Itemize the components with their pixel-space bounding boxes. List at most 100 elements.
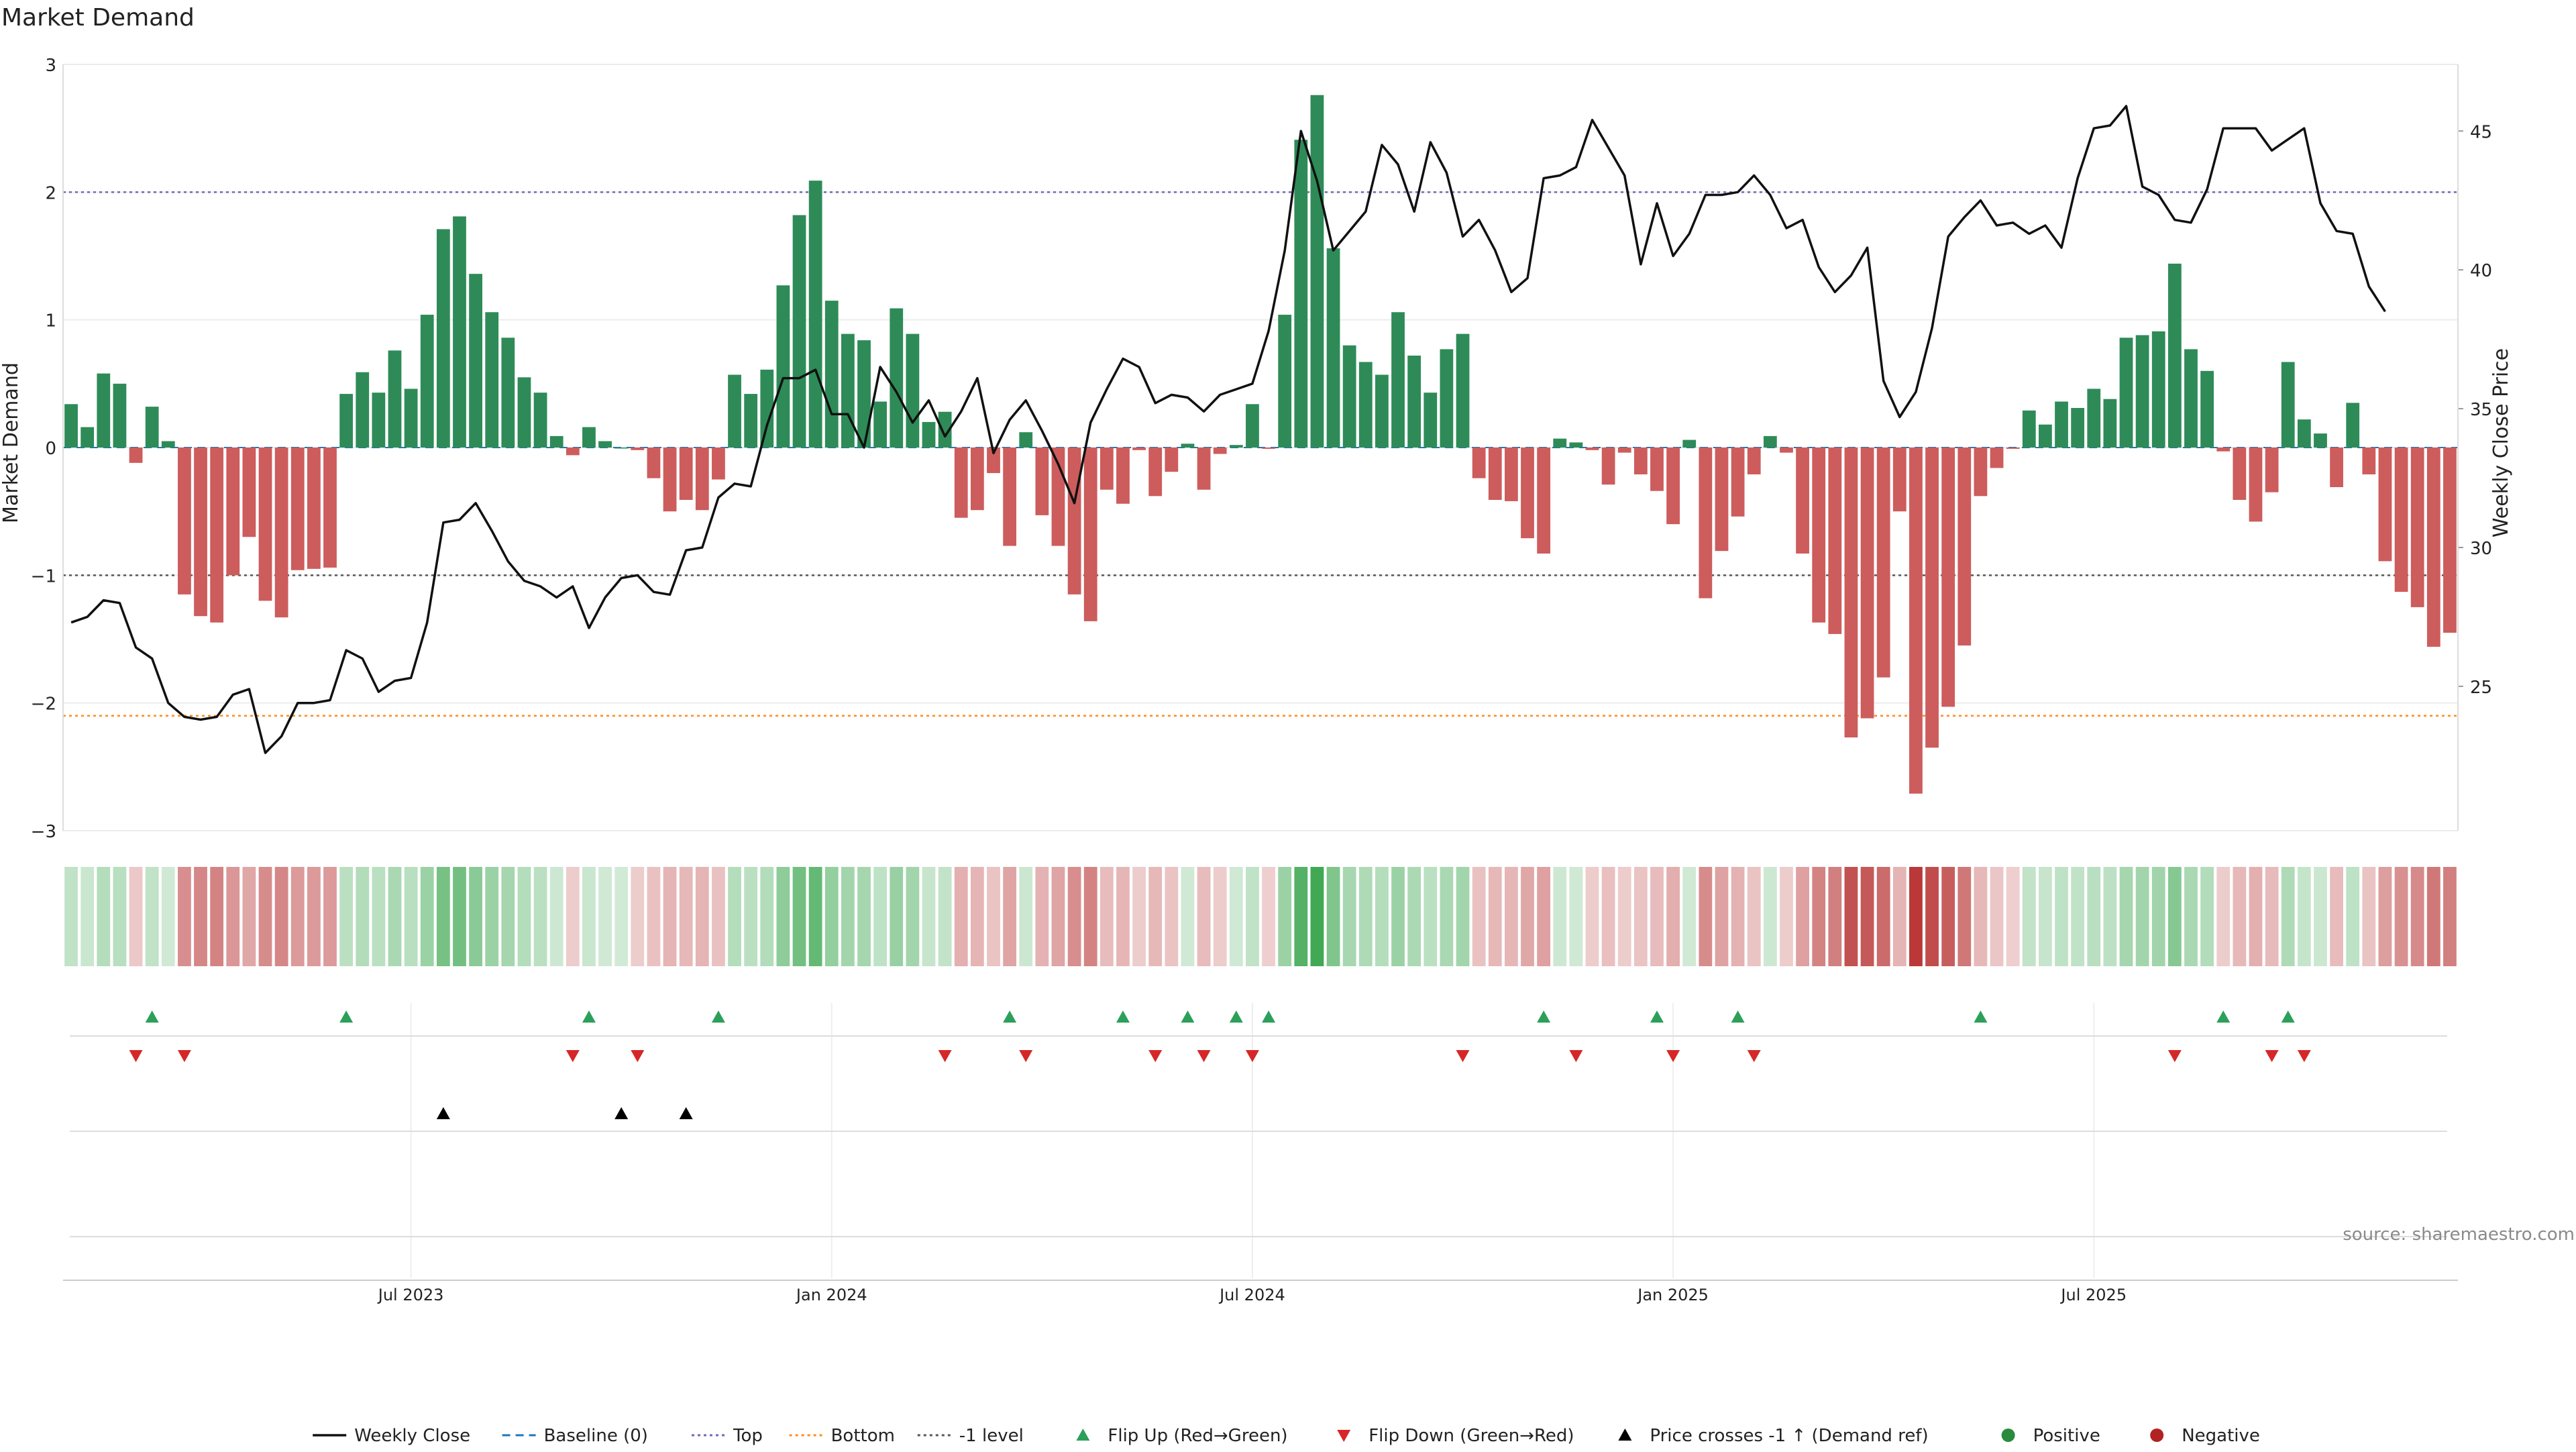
demand-bar-positive (598, 441, 612, 448)
heat-cell (1181, 867, 1195, 966)
demand-bar-positive (728, 374, 741, 448)
demand-bar-positive (890, 308, 904, 448)
heat-cell (388, 867, 402, 966)
demand-bar-negative (178, 448, 191, 594)
heat-cell (1310, 867, 1324, 966)
demand-bar-negative (1262, 448, 1275, 449)
demand-bar-negative (1844, 448, 1858, 738)
demand-bar-negative (1747, 448, 1761, 474)
demand-bar-negative (1521, 448, 1534, 539)
demand-bar-positive (2281, 362, 2295, 448)
legend-swatch-dot-marker (2001, 1429, 2015, 1442)
demand-bar-negative (1601, 448, 1615, 485)
demand-bar-negative (970, 448, 984, 511)
heat-cell (2443, 867, 2457, 966)
demand-bar-negative (1472, 448, 1486, 478)
demand-bar-positive (1424, 393, 1438, 448)
demand-bars (64, 95, 2457, 794)
demand-bar-positive (1391, 312, 1405, 448)
price-cross-marker (436, 1107, 450, 1119)
flip-up-marker (711, 1010, 725, 1023)
demand-bar-negative (1585, 448, 1599, 450)
heat-cell (485, 867, 499, 966)
demand-bar-negative (2265, 448, 2279, 492)
demand-bar-negative (1812, 448, 1826, 623)
demand-bar-positive (938, 411, 952, 448)
heat-cell (2410, 867, 2424, 966)
heat-cell (1569, 867, 1583, 966)
flip-down-marker (2167, 1050, 2182, 1062)
flip-down-marker (1747, 1050, 1761, 1062)
heat-cell (1229, 867, 1243, 966)
demand-bar-positive (2346, 403, 2360, 448)
demand-bar-negative (1035, 448, 1049, 515)
demand-bar-positive (1246, 404, 1259, 448)
heat-cell (1682, 867, 1697, 966)
legend-item-8: Positive (2001, 1426, 2100, 1446)
heat-cell (647, 867, 661, 966)
heat-cell (728, 867, 741, 966)
heat-cell (857, 867, 871, 966)
heat-cell (1019, 867, 1033, 966)
demand-bar-negative (1650, 448, 1664, 491)
demand-bar-negative (695, 448, 709, 511)
legend-swatch-triangle-down (1337, 1430, 1351, 1442)
demand-bar-positive (857, 340, 871, 448)
y2-tick-label: 30 (2470, 539, 2492, 559)
heat-cell (1633, 867, 1648, 966)
heat-cell (744, 867, 758, 966)
flip-down-marker (2297, 1050, 2311, 1062)
flip-down-marker (631, 1050, 645, 1062)
heat-cell (1342, 867, 1356, 966)
demand-bar-positive (485, 312, 499, 448)
flip-down-marker (129, 1050, 143, 1062)
demand-bar-negative (2249, 448, 2263, 522)
demand-bar-negative (226, 448, 240, 576)
heat-cell (1132, 867, 1146, 966)
demand-bar-negative (2443, 448, 2457, 633)
heat-cell (2103, 867, 2117, 966)
demand-bar-positive (2055, 401, 2068, 448)
demand-bar-negative (1165, 448, 1179, 472)
demand-bar-negative (2362, 448, 2376, 474)
heat-cell (1326, 867, 1340, 966)
heat-cell (1812, 867, 1826, 966)
demand-bar-negative (987, 448, 1000, 474)
heat-cell (1197, 867, 1211, 966)
demand-bar-negative (1132, 448, 1146, 450)
demand-bar-positive (1278, 315, 1292, 448)
demand-bar-positive (2103, 399, 2117, 448)
axes: Market Demand Weekly Close Price 3 2 1 0 −1 −… (0, 56, 2513, 1304)
demand-bar-negative (1617, 448, 1631, 453)
heat-cell (1828, 867, 1842, 966)
x-tick-label: Jul 2025 (2059, 1286, 2127, 1304)
y-tick-label: −1 (31, 566, 56, 586)
demand-bar-positive (1440, 349, 1454, 448)
demand-bar-positive (404, 388, 418, 448)
demand-bar-negative (129, 448, 143, 463)
heat-cell (824, 867, 839, 966)
heat-cell (760, 867, 774, 966)
demand-bar-negative (2330, 448, 2343, 488)
demand-bar-positive (64, 404, 78, 448)
y-tick-label: −2 (31, 694, 56, 715)
grid-layer (63, 64, 2458, 1278)
demand-bar-positive (2200, 370, 2214, 448)
flip-up-marker (1003, 1010, 1017, 1023)
flip-down-marker (1197, 1050, 1211, 1062)
y-axis-label: Market Demand (0, 362, 23, 523)
demand-bar-negative (1828, 448, 1842, 634)
legend-item-5: Flip Up (Red→Green) (1076, 1426, 1288, 1446)
heat-cell (339, 867, 354, 966)
demand-bar-positive (2297, 419, 2311, 448)
demand-bar-negative (194, 448, 207, 617)
legend-item-9: Negative (2150, 1426, 2260, 1446)
heat-cell (258, 867, 272, 966)
heat-cell (2297, 867, 2311, 966)
demand-bar-positive (2087, 388, 2101, 448)
demand-bar-negative (1780, 448, 1793, 453)
x-tick-label: Jan 2024 (795, 1286, 867, 1304)
heat-cell (194, 867, 207, 966)
heat-cell (1246, 867, 1259, 966)
